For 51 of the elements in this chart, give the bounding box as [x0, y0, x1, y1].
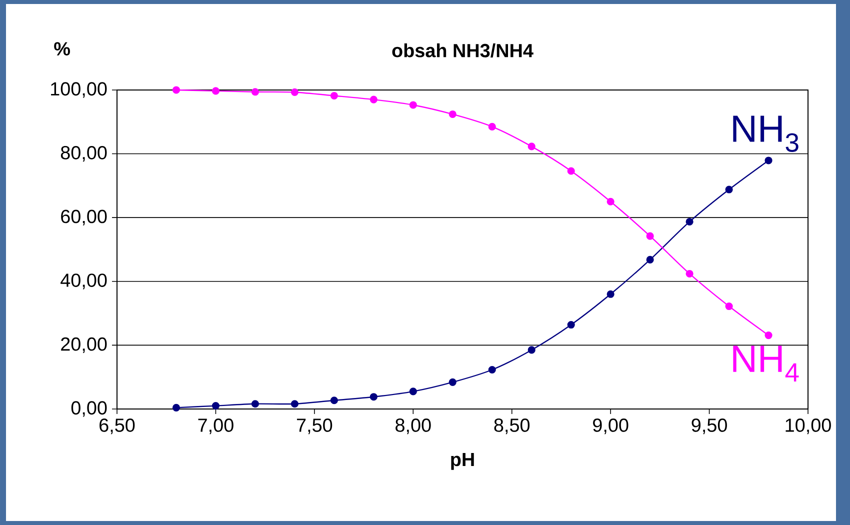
point [409, 101, 417, 109]
point [330, 396, 338, 404]
point [567, 320, 575, 329]
x-tick-label: 9,50 [692, 418, 727, 434]
x-tick-label: 7,00 [198, 418, 234, 434]
point [567, 167, 575, 175]
point [212, 87, 220, 95]
point [686, 270, 694, 278]
point [330, 92, 338, 100]
x-tick-label: 10,00 [786, 418, 831, 434]
point [290, 400, 298, 408]
x-tick-label: 8,50 [494, 418, 530, 434]
chart-title: obsah NH3/NH4 [392, 43, 534, 58]
point [172, 86, 180, 94]
point [212, 402, 220, 410]
point [370, 96, 378, 104]
y-tick-label: 40,00 [60, 274, 107, 290]
series-label: NH$_{4}$ [733, 346, 799, 382]
y-tick-label: 80,00 [60, 146, 107, 162]
y-tick-label: 0,00 [71, 401, 107, 417]
x-axis-title: pH [451, 452, 474, 470]
point [764, 156, 772, 164]
point [686, 218, 694, 226]
x-tick-label: 8,00 [396, 418, 431, 434]
point [725, 186, 733, 194]
point [646, 232, 654, 240]
point [172, 404, 180, 412]
point [488, 122, 496, 130]
point [606, 290, 614, 298]
x-tick-label: 9,00 [593, 418, 628, 434]
point [725, 302, 733, 310]
series-label: NH$_{3}$ [733, 116, 798, 152]
point [251, 88, 259, 96]
point [448, 378, 456, 386]
y-tick-label: 60,00 [61, 210, 107, 226]
x-tick-label: 7,50 [296, 418, 332, 434]
point [528, 346, 536, 354]
point [448, 110, 456, 118]
point [251, 400, 259, 408]
point [409, 388, 417, 396]
point [290, 88, 298, 96]
point [646, 256, 654, 264]
y-tick-label: 20,00 [61, 337, 107, 354]
point [528, 142, 536, 150]
y-tick-label: 100,00 [51, 82, 107, 98]
point [488, 366, 496, 374]
point [370, 393, 378, 401]
y-axis-title: % [54, 42, 70, 56]
point [764, 332, 772, 340]
x-tick-label: 6,50 [100, 418, 135, 434]
point [606, 198, 614, 206]
